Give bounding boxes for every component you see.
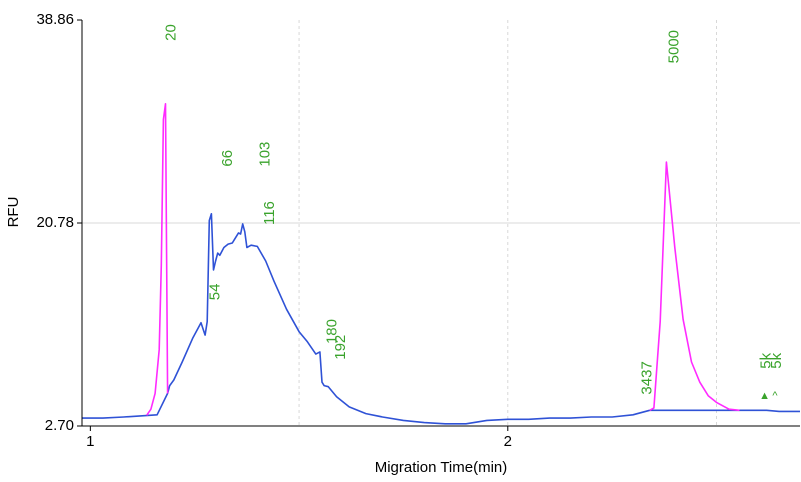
y-tick-label: 38.86: [36, 11, 74, 28]
peak-label: 5k: [768, 352, 785, 368]
x-tick-label: 1: [86, 433, 94, 450]
trace-series-2: [649, 161, 740, 412]
trace-series-0: [82, 213, 800, 425]
peak-marker: ^: [772, 390, 778, 402]
axis-layer: 2.70 20.78 38.86 1 2: [36, 11, 800, 450]
peak-label: 116: [261, 201, 278, 225]
y-tick-label: 2.70: [45, 417, 74, 434]
peak-label: 103: [257, 142, 274, 167]
peak-marker: ▲: [759, 390, 770, 402]
peak-label: 66: [219, 150, 236, 167]
x-tick-label: 2: [504, 433, 512, 450]
y-axis-title: RFU: [5, 197, 22, 228]
y-tick-label: 20.78: [36, 214, 74, 231]
grid-layer: [82, 20, 800, 426]
peak-label: 5k: [758, 352, 775, 368]
x-axis-title: Migration Time(min): [375, 459, 508, 476]
trace-series-1: [146, 103, 169, 416]
series-layer: [82, 103, 800, 425]
peak-label: 54: [207, 284, 224, 301]
peak-label: 192: [332, 335, 349, 360]
peak-label: 5000: [666, 30, 683, 63]
peak-label: 3437: [639, 361, 656, 394]
peak-label: 20: [163, 24, 180, 41]
peak-label: 180: [323, 319, 340, 344]
